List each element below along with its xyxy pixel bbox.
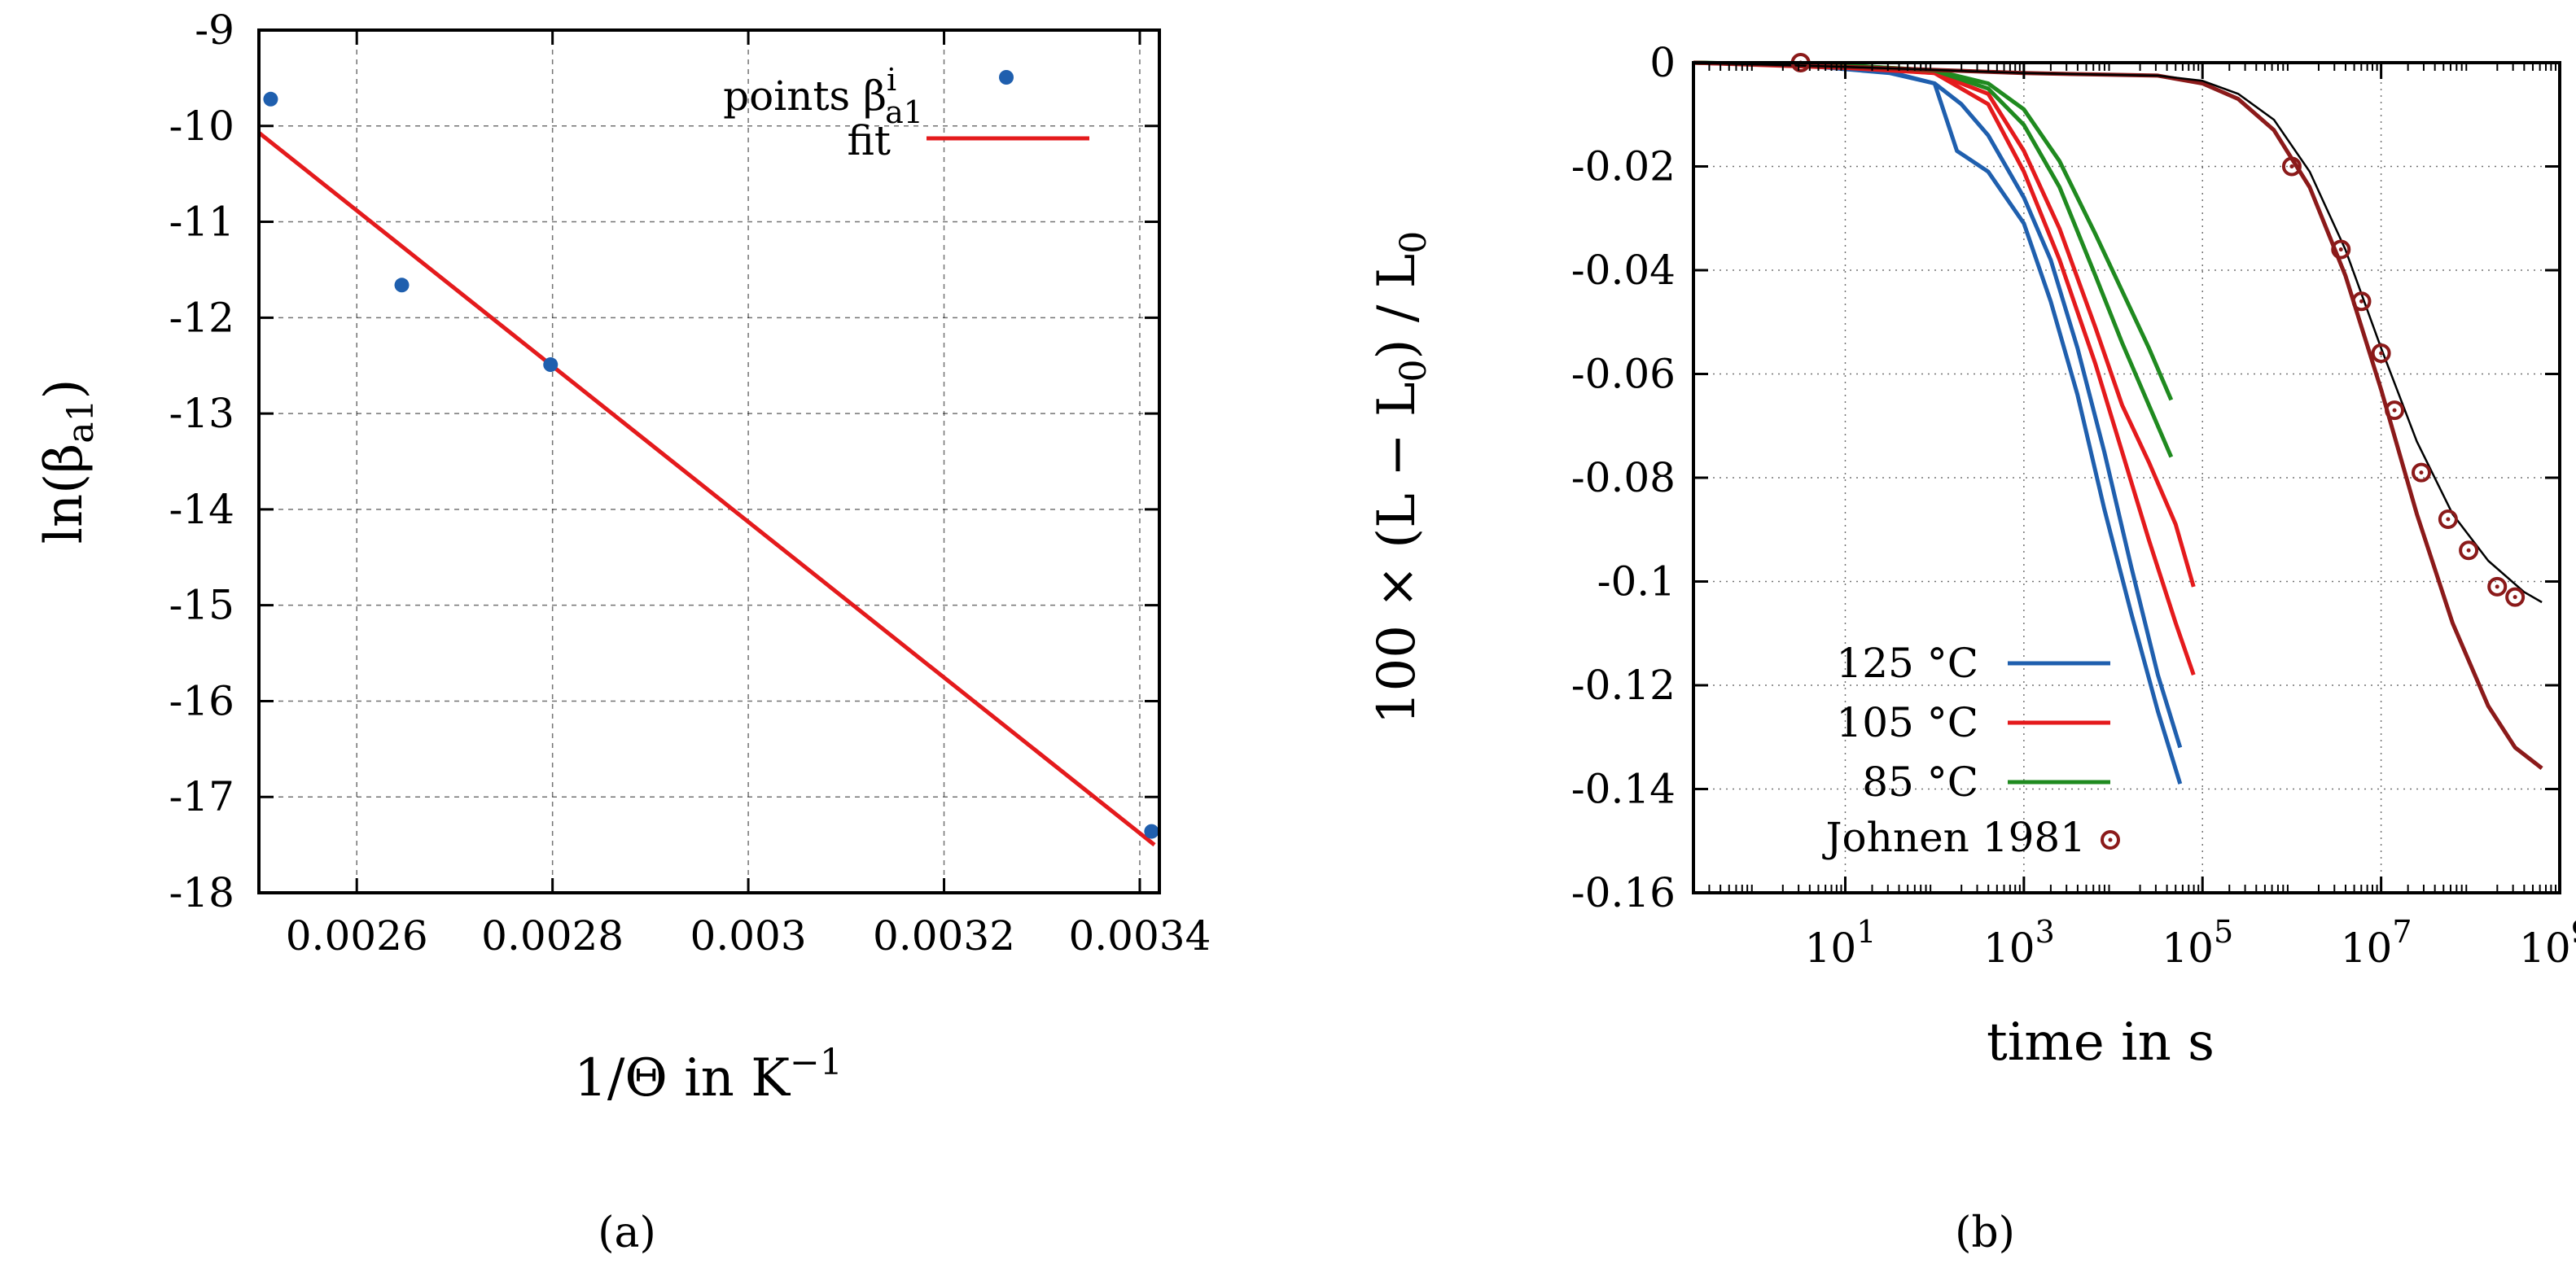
x-tick-label: 0.0034 — [1068, 912, 1211, 960]
y-tick-label: -11 — [169, 199, 234, 246]
y-tick-label: -0.14 — [1571, 766, 1676, 813]
y-tick-label: -0.08 — [1571, 454, 1676, 501]
y-tick-label: -16 — [169, 677, 234, 724]
johnen-marker-dot — [2512, 595, 2517, 600]
panel-a-legend: points βi a1 fit — [723, 62, 1089, 164]
y-tick-label: -15 — [169, 582, 234, 629]
panel-b-x-axis-label: time in s — [1987, 1012, 2215, 1073]
x-tick-label: 0.003 — [690, 912, 807, 960]
panel-b-chart: 101 103 105 107 109 -0.16 -0.14 -0.12 -0.1 -0.08 -… — [1367, 39, 2576, 1073]
legend-johnen-marker — [2101, 830, 2120, 850]
caption-a: (a) — [598, 1209, 656, 1257]
johnen-marker — [2351, 291, 2372, 312]
series-curve — [1693, 60, 2543, 770]
x-tick-label: 105 — [2162, 914, 2233, 972]
fit-line — [257, 131, 1156, 847]
y-tick-label: -0.06 — [1571, 351, 1676, 398]
johnen-marker — [2331, 239, 2351, 260]
x-tick-label: 107 — [2341, 914, 2412, 972]
panel-a-y-axis-label: ln(βa1) — [34, 379, 102, 544]
johnen-marker — [2281, 156, 2302, 177]
y-tick-label: -9 — [195, 7, 234, 54]
panel-b-y-axis-label: 100 × (L − L0) / L0 — [1367, 231, 1435, 724]
x-tick-label: 0.0028 — [481, 912, 624, 960]
panel-a-x-axis-label: 1/Θ in K−1 — [574, 1042, 843, 1108]
johnen-marker-dot — [2466, 548, 2471, 553]
johnen-marker-dot — [2359, 299, 2364, 304]
x-tick-label: 101 — [1805, 914, 1877, 972]
series-curve — [1693, 60, 2183, 785]
johnen-marker — [2371, 343, 2391, 363]
y-tick-label: -18 — [169, 869, 234, 916]
legend-fit-label: fit — [848, 117, 891, 164]
legend-label: Johnen 1981 — [1822, 814, 2086, 861]
panel-a-chart: 0.0026 0.0028 0.003 0.0032 0.0034 -18 -17 -16 -1… — [34, 7, 1211, 1108]
johnen-marker-dot — [2392, 408, 2397, 413]
johnen-marker — [2411, 462, 2431, 483]
johnen-marker-dot — [2379, 351, 2384, 356]
legend-label: 105 °C — [1836, 699, 1978, 746]
johnen-marker — [2385, 400, 2405, 421]
y-tick-label: -0.04 — [1571, 247, 1676, 294]
series-curve — [1693, 60, 2174, 401]
series-curve — [1693, 60, 2196, 676]
y-tick-label: -0.02 — [1571, 143, 1676, 190]
johnen-marker-dot — [2419, 470, 2424, 475]
y-tick-label: -0.12 — [1571, 662, 1676, 709]
x-tick-label: 0.0026 — [286, 912, 428, 960]
johnen-marker-dot — [2289, 164, 2294, 168]
johnen-marker-dot — [2338, 247, 2343, 251]
panel-a-frame — [257, 28, 1161, 894]
legend-label: 85 °C — [1862, 759, 1978, 806]
data-point — [394, 278, 410, 293]
y-tick-label: -0.16 — [1571, 869, 1676, 916]
data-point — [1144, 824, 1159, 839]
legend-label: 125 °C — [1836, 640, 1978, 687]
johnen-marker-dot — [2495, 584, 2499, 589]
y-tick-label: -17 — [169, 773, 234, 820]
johnen-marker — [2438, 509, 2458, 529]
y-tick-label: -12 — [169, 294, 234, 341]
johnen-marker — [2487, 576, 2508, 597]
johnen-marker-dot — [2446, 517, 2451, 522]
y-tick-label: -0.1 — [1597, 558, 1676, 606]
x-tick-label: 109 — [2519, 914, 2576, 972]
x-tick-label: 0.0032 — [873, 912, 1015, 960]
data-point — [543, 357, 559, 373]
data-point — [263, 91, 278, 107]
series-curve — [1693, 60, 2174, 458]
legend-points-label: points βi a1 — [723, 62, 923, 130]
johnen-marker — [2505, 587, 2526, 607]
panel-b-legend: 125 °C 105 °C 85 °C Johnen 1981 — [1822, 640, 2120, 861]
legend-points-marker — [999, 70, 1014, 85]
x-tick-label: 103 — [1983, 914, 2055, 972]
johnen-marker — [2459, 540, 2479, 561]
y-tick-label: -13 — [169, 390, 234, 437]
y-tick-label: -10 — [169, 103, 234, 150]
caption-b: (b) — [1955, 1209, 2015, 1257]
legend-johnen-marker-dot — [2108, 837, 2113, 842]
y-tick-label: 0 — [1649, 39, 1676, 86]
y-tick-label: -14 — [169, 486, 234, 533]
